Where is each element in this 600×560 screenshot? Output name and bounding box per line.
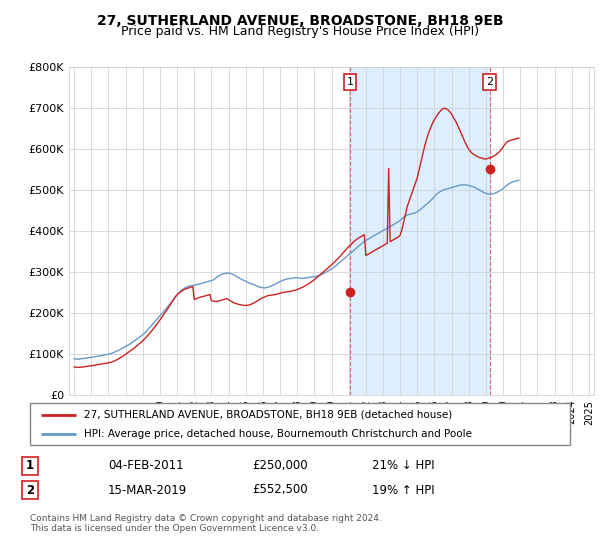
Text: Contains HM Land Registry data © Crown copyright and database right 2024.
This d: Contains HM Land Registry data © Crown c… [30,514,382,534]
Text: 1: 1 [26,459,34,473]
Text: £250,000: £250,000 [252,459,308,473]
Text: Price paid vs. HM Land Registry's House Price Index (HPI): Price paid vs. HM Land Registry's House … [121,25,479,38]
Text: 27, SUTHERLAND AVENUE, BROADSTONE, BH18 9EB (detached house): 27, SUTHERLAND AVENUE, BROADSTONE, BH18 … [84,409,452,419]
Text: £552,500: £552,500 [252,483,308,497]
Text: HPI: Average price, detached house, Bournemouth Christchurch and Poole: HPI: Average price, detached house, Bour… [84,429,472,439]
Text: 15-MAR-2019: 15-MAR-2019 [108,483,187,497]
Text: 2: 2 [26,483,34,497]
Text: 19% ↑ HPI: 19% ↑ HPI [372,483,434,497]
Text: 1: 1 [347,77,354,87]
Text: 04-FEB-2011: 04-FEB-2011 [108,459,184,473]
Text: 21% ↓ HPI: 21% ↓ HPI [372,459,434,473]
Text: 27, SUTHERLAND AVENUE, BROADSTONE, BH18 9EB: 27, SUTHERLAND AVENUE, BROADSTONE, BH18 … [97,14,503,28]
Bar [350,67,490,395]
Text: 2: 2 [486,77,493,87]
